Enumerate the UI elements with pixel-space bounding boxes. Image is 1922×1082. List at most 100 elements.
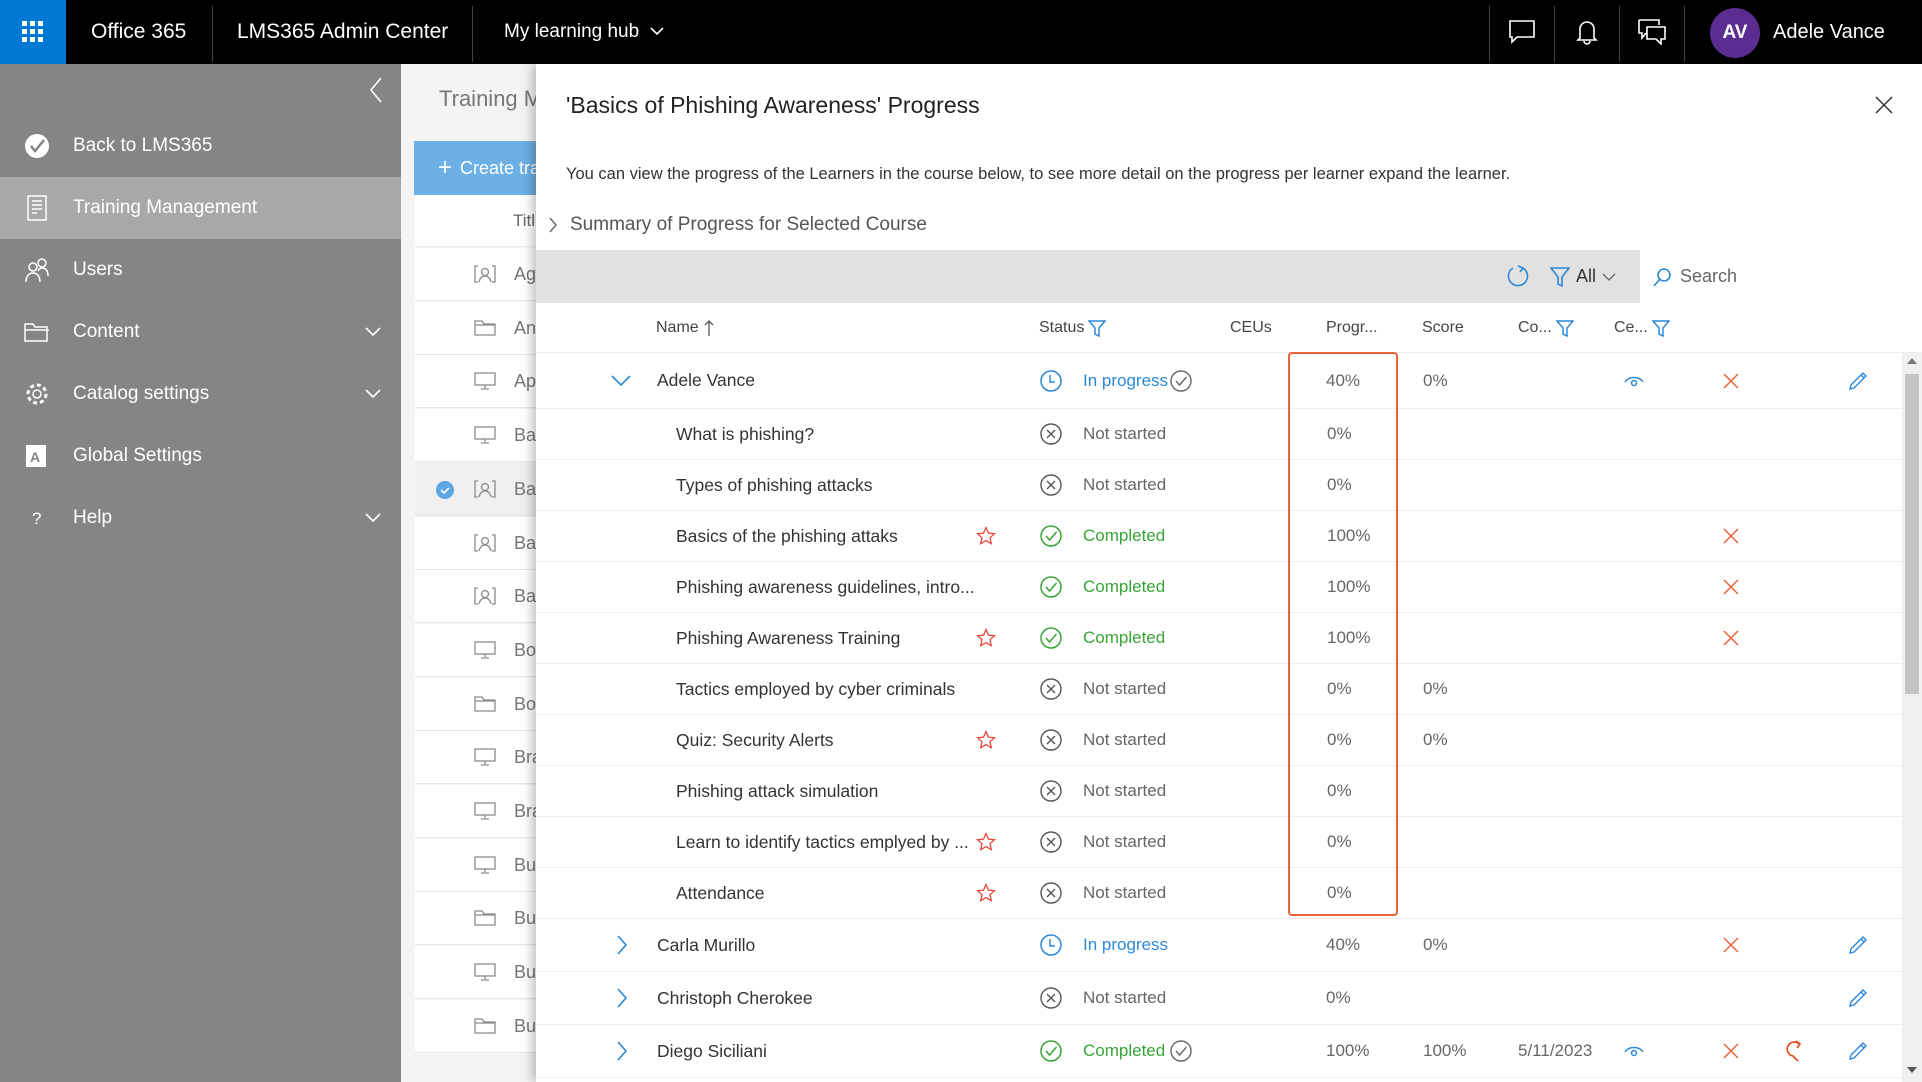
training-list-row[interactable]: Bra [415,785,536,838]
learner-row[interactable]: Diego Siciliani Completed 100% 100% 5/11/202… [536,1025,1902,1078]
edit-pencil-icon[interactable] [1848,1025,1868,1077]
chat-button[interactable] [1490,0,1554,64]
completed-column-header[interactable]: Co... [1518,315,1574,341]
learner-item-row[interactable]: Learn to identify tactics emplyed by ...… [536,817,1902,868]
training-list-row[interactable]: An [415,301,536,355]
admin-center-title[interactable]: LMS365 Admin Center [237,20,449,43]
expand-chevron-icon[interactable] [616,1025,628,1077]
sidebar-item-training-management[interactable]: Training Management [0,177,401,239]
training-list-row[interactable]: Bo [415,623,536,677]
sidebar-item-help[interactable]: ? Help [0,487,401,549]
app-launcher-button[interactable] [0,0,66,64]
chevron-down-icon[interactable] [365,507,381,529]
learner-row[interactable]: Adele Vance In progress 40% 0% [536,353,1902,409]
view-certificate-icon[interactable] [1624,353,1644,408]
training-list-row[interactable]: Bo [415,677,536,731]
scroll-down-arrow[interactable] [1907,1067,1917,1073]
title-column-header[interactable]: Titl [513,211,536,230]
collapse-chevron-icon[interactable] [610,353,632,408]
expand-chevron-icon[interactable] [616,972,628,1024]
sidebar-item-users[interactable]: Users [0,239,401,301]
item-name: What is phishing? [676,423,815,444]
learner-item-row[interactable]: Quiz: Security Alerts Not started 0% 0% [536,715,1902,766]
user-name[interactable]: Adele Vance [1773,21,1885,43]
learning-hub-dropdown[interactable]: My learning hub [504,0,665,64]
score-column-header[interactable]: Score [1422,315,1464,341]
sidebar-item-content[interactable]: Content [0,301,401,363]
training-list-row[interactable]: Ag [415,248,536,301]
training-list-row[interactable]: Bu [415,892,536,946]
avatar[interactable]: AV [1710,8,1760,58]
edit-pencil-icon[interactable] [1848,919,1868,971]
chevron-down-icon [650,27,664,36]
learner-item-row[interactable]: Phishing Awareness Training Completed 100% [536,613,1902,664]
refresh-icon[interactable] [1506,264,1530,288]
remove-icon[interactable] [1723,562,1739,612]
divider [1619,6,1620,62]
remove-icon[interactable] [1723,613,1739,663]
learner-row[interactable]: Christoph Cherokee Not started 0% [536,972,1902,1025]
selected-check-icon[interactable] [435,480,455,500]
chevron-down-icon[interactable] [365,383,381,405]
progress-column-header[interactable]: Progr... [1326,315,1378,341]
name-column-header[interactable]: Name [656,315,715,341]
progress-value: 0% [1327,832,1352,851]
training-list-row[interactable]: Bu [415,999,536,1053]
learner-item-row[interactable]: Attendance Not started 0% [536,868,1902,919]
learner-item-row[interactable]: Phishing attack simulation Not started 0% [536,766,1902,817]
search-input[interactable]: Search [1640,250,1922,303]
clock-icon [1039,353,1063,408]
reset-icon[interactable] [1784,1025,1804,1077]
edit-pencil-icon[interactable] [1848,353,1868,408]
scrollbar-thumb[interactable] [1905,374,1919,694]
folder-icon [474,319,496,342]
not-started-icon [1039,664,1063,714]
remove-icon[interactable] [1723,353,1739,408]
sidebar-item-catalog-settings[interactable]: Catalog settings [0,363,401,425]
sidebar-item-back-to-lms365[interactable]: Back to LMS365 [0,115,401,177]
edit-pencil-icon[interactable] [1848,972,1868,1024]
learner-item-row[interactable]: What is phishing? Not started 0% [536,409,1902,460]
training-list-row[interactable]: Bu [415,838,536,892]
training-title: Ag [514,264,536,284]
create-training-button[interactable]: + Create tra [414,141,536,195]
feedback-button[interactable] [1620,0,1684,64]
certificate-column-header[interactable]: Ce... [1614,315,1670,341]
scrollbar[interactable] [1902,352,1922,1082]
progress-header-label: Progr... [1326,319,1378,336]
training-title: Bu [514,908,536,929]
summary-toggle[interactable]: Summary of Progress for Selected Course [548,214,927,236]
training-list-row[interactable]: Ba: [415,570,536,624]
training-list-row[interactable]: Ba: [415,462,536,516]
training-list-row[interactable]: Ap [415,355,536,409]
remove-icon[interactable] [1723,511,1739,561]
remove-icon[interactable] [1723,919,1739,971]
chevron-down-icon[interactable] [365,321,381,343]
sidebar-item-global-settings[interactable]: A Global Settings [0,425,401,487]
status-column-header[interactable]: Status [1039,315,1107,341]
monitor-icon [474,856,496,879]
view-certificate-icon[interactable] [1624,1025,1644,1077]
office-365-link[interactable]: Office 365 [91,20,187,43]
learner-item-row[interactable]: Types of phishing attacks Not started 0% [536,460,1902,511]
remove-icon[interactable] [1723,1025,1739,1077]
training-list-row[interactable]: Ba: [415,409,536,463]
learner-item-row[interactable]: Phishing awareness guidelines, intro... C… [536,562,1902,613]
collapse-sidebar-icon[interactable] [368,76,384,104]
learner-item-row[interactable]: Tactics employed by cyber criminals Not s… [536,664,1902,715]
search-icon [1653,267,1671,287]
filter-icon[interactable] [1555,319,1574,337]
learner-row[interactable]: Carla Murillo In progress 40% 0% [536,919,1902,972]
close-icon[interactable] [1875,96,1893,114]
expand-chevron-icon[interactable] [616,919,628,971]
scroll-up-arrow[interactable] [1907,358,1917,364]
filter-icon[interactable] [1651,319,1670,337]
notifications-button[interactable] [1555,0,1619,64]
ceus-column-header[interactable]: CEUs [1230,315,1272,341]
filter-dropdown[interactable]: All [1550,250,1616,303]
training-list-row[interactable]: Bu [415,946,536,1000]
filter-icon[interactable] [1088,319,1107,337]
training-list-row[interactable]: Bra [415,731,536,785]
training-list-row[interactable]: Ba: [415,516,536,570]
learner-item-row[interactable]: Basics of the phishing attaks Completed 10… [536,511,1902,562]
